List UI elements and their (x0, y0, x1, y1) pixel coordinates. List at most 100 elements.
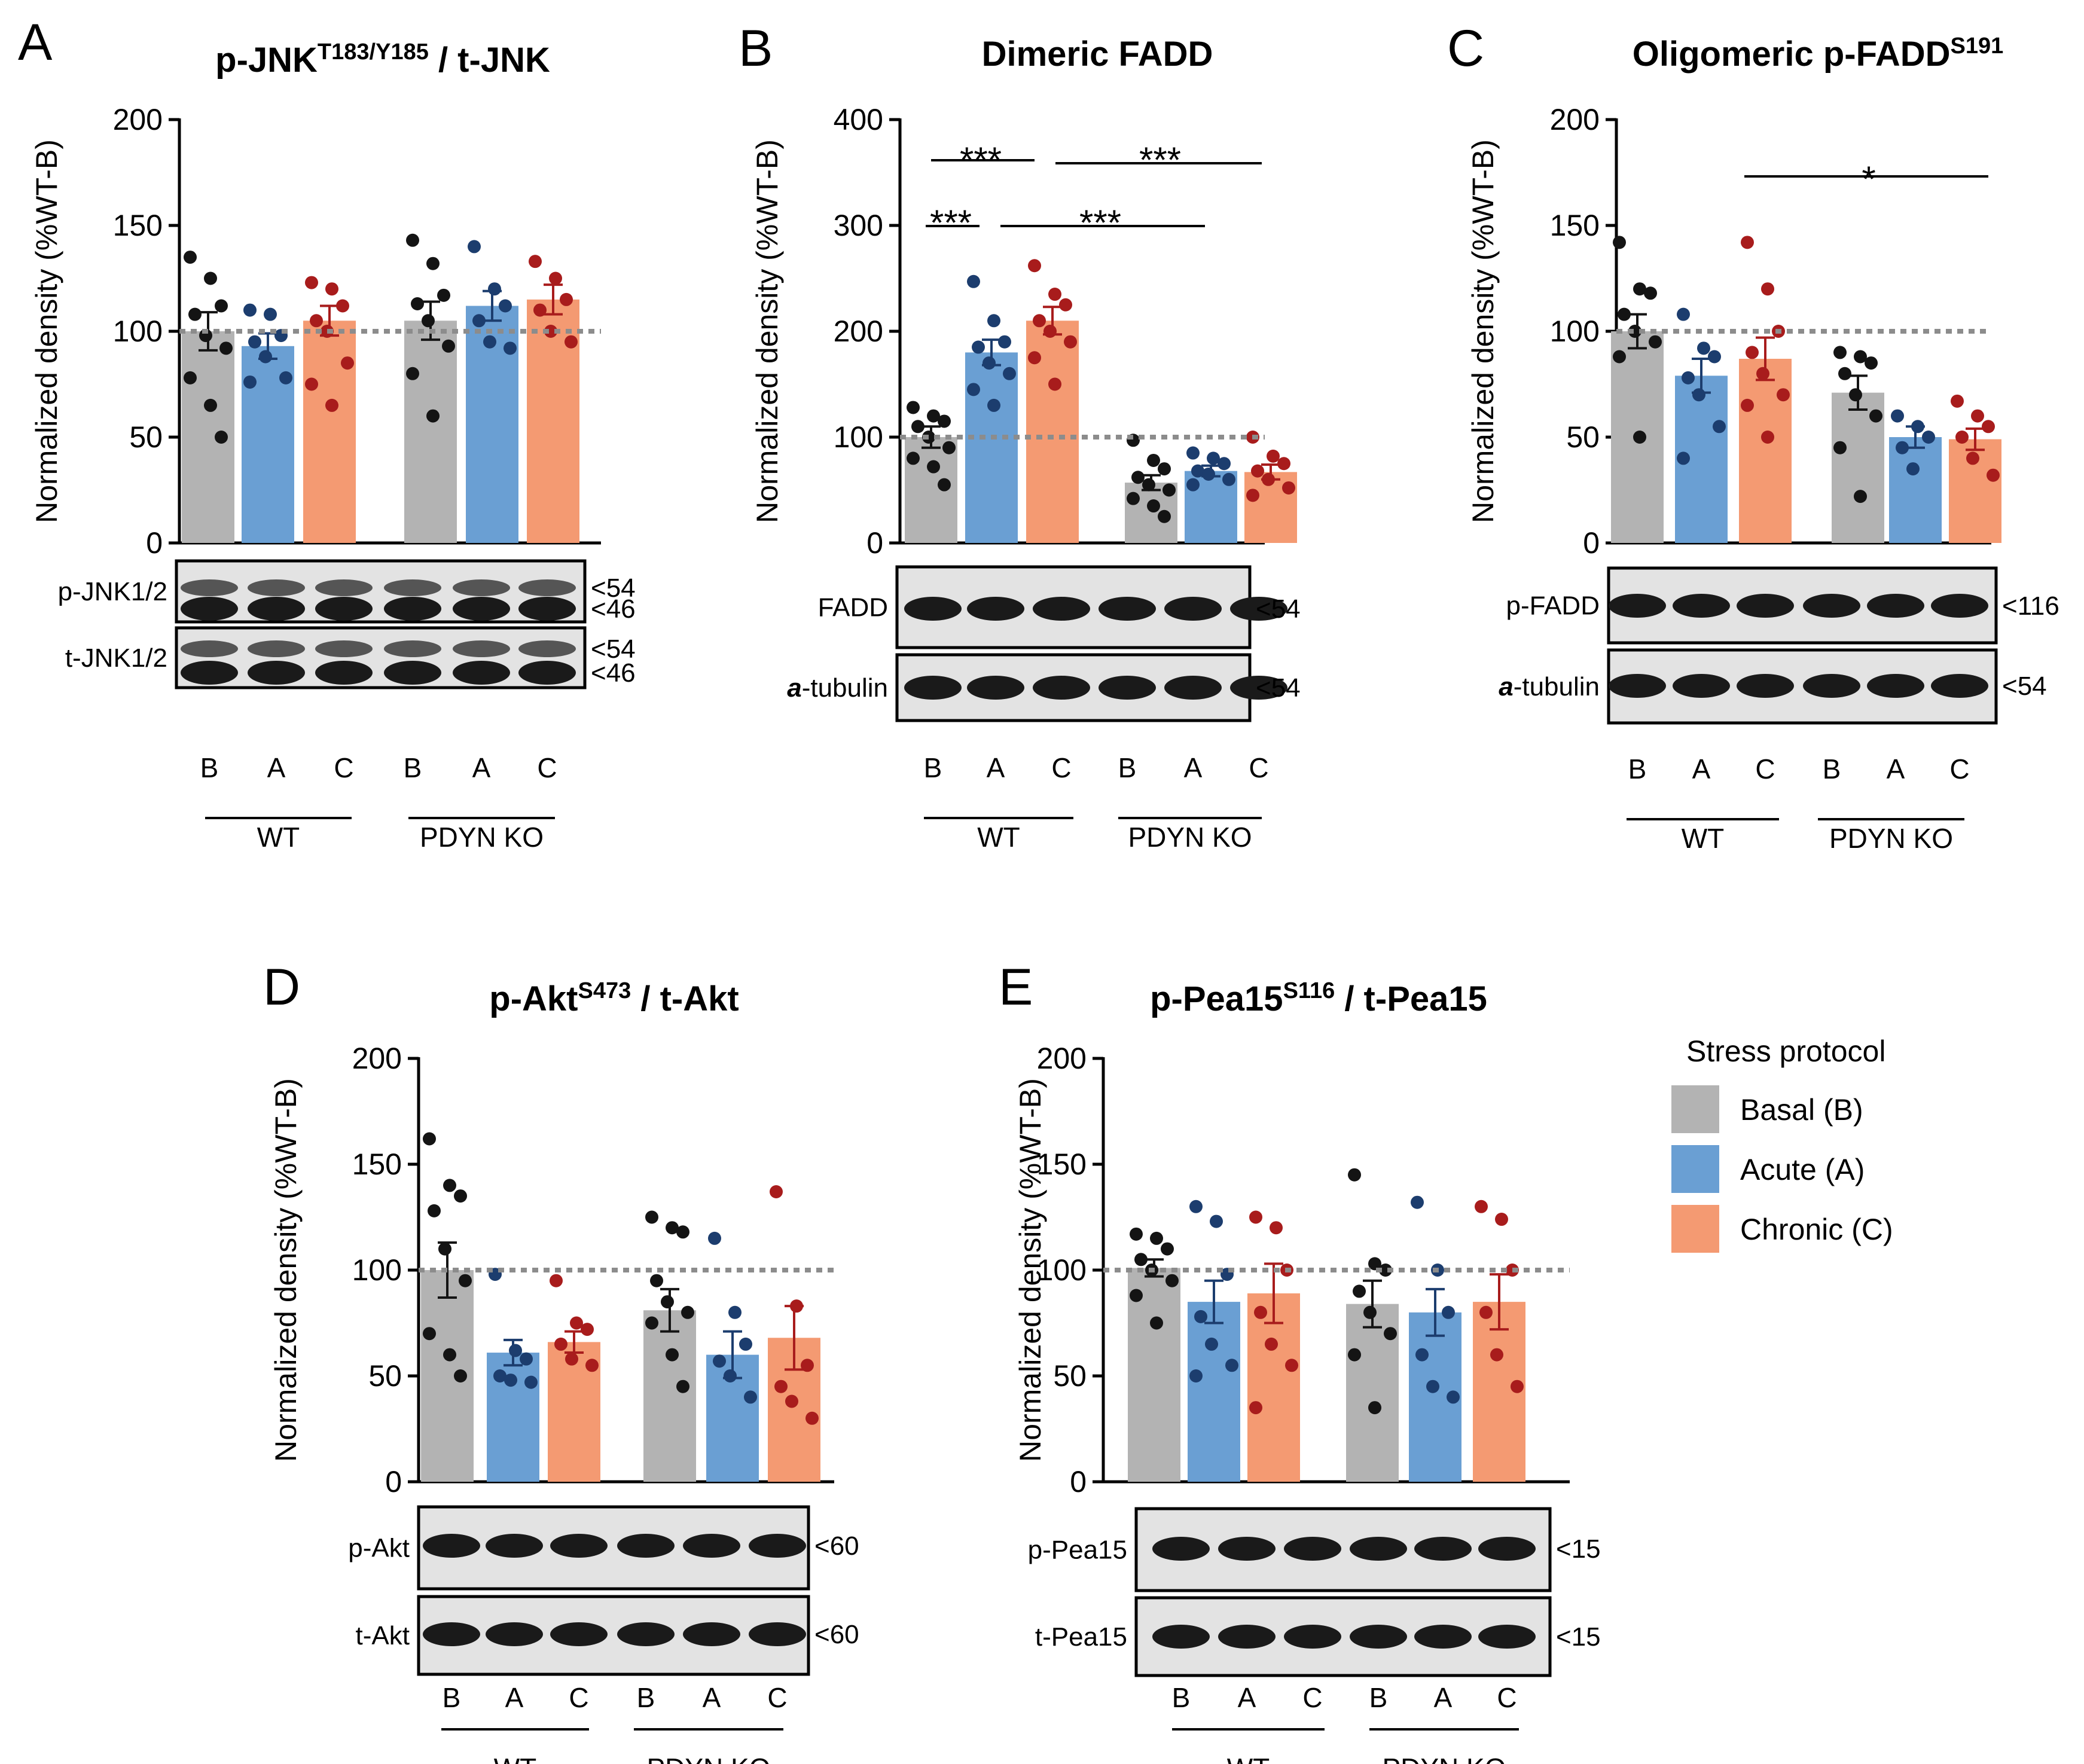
data-point (1218, 457, 1231, 471)
lane-label: A (1887, 753, 1905, 785)
data-point (1833, 441, 1847, 454)
title-main: Oligomeric p-FADD (1633, 35, 1951, 74)
blot-band (1673, 674, 1730, 698)
data-point (987, 314, 1000, 328)
blot-band (453, 579, 510, 596)
data-point (1282, 481, 1295, 495)
blot-label: p-Akt (348, 1534, 410, 1563)
data-point (336, 299, 349, 313)
blot-band (1164, 676, 1222, 700)
lane-label: C (1755, 753, 1775, 785)
data-point (1708, 350, 1721, 364)
data-point (728, 1305, 742, 1319)
blot-label-text: -tubulin (1514, 672, 1600, 701)
blot-band (315, 579, 373, 596)
blot-band (486, 1534, 543, 1558)
y-tick-label: 200 (834, 315, 883, 348)
mw-marker: <54 (1256, 673, 1301, 703)
data-point (805, 1411, 819, 1425)
panel-B: B Dimeric FADD Normalized density (%WT-B) 0… (739, 20, 1301, 853)
data-point (1384, 1327, 1397, 1341)
data-point (1277, 457, 1290, 471)
data-point (1761, 431, 1774, 444)
data-point (443, 1179, 456, 1192)
blot-band (1673, 594, 1730, 618)
mw-marker: <15 (1556, 1622, 1601, 1652)
data-point (1649, 335, 1662, 349)
data-point (248, 335, 261, 349)
blot-label-text: p-Akt (348, 1534, 410, 1563)
data-point (1150, 1316, 1163, 1330)
blot-label-text: FADD (818, 593, 888, 622)
blot-band (248, 640, 305, 657)
blot-band (384, 640, 441, 657)
blot-strip: p-Pea15 <15 (1028, 1507, 1601, 1592)
data-point (1922, 431, 1935, 444)
data-point (1028, 351, 1041, 365)
data-point (406, 233, 419, 247)
data-point (204, 398, 217, 412)
lane-label: C (1949, 753, 1969, 785)
data-point (550, 1274, 563, 1287)
blot-label: t-JNK1/2 (65, 643, 167, 673)
y-tick-label: 100 (1550, 315, 1600, 348)
data-point (1059, 298, 1072, 312)
mw-marker: <54 (2002, 672, 2047, 701)
data-point (1131, 471, 1145, 484)
data-point (504, 1374, 517, 1387)
data-point (468, 240, 481, 254)
blot-band (1099, 676, 1156, 700)
data-point (243, 375, 257, 389)
data-point (1618, 307, 1631, 321)
blot-strip: p-FADD <116 (1506, 566, 2059, 645)
data-point (1697, 341, 1710, 355)
blot-band (453, 640, 510, 657)
blot-band (181, 579, 238, 596)
blot-band (1350, 1625, 1407, 1649)
data-point (1955, 431, 1969, 444)
blot-label: FADD (818, 593, 888, 622)
y-tick-label: 150 (352, 1147, 402, 1181)
data-point (310, 314, 323, 328)
data-point (666, 1348, 679, 1362)
bar (1247, 1293, 1300, 1482)
blot-strip: a-tubulin <54 (1499, 648, 2047, 725)
lane-label: C (1249, 752, 1268, 783)
data-point (1777, 388, 1790, 402)
data-point (1906, 462, 1920, 476)
mw-marker: <54 (591, 634, 636, 664)
y-tick-label: 50 (368, 1359, 402, 1393)
blot-band (315, 640, 373, 657)
data-point (437, 288, 450, 302)
data-point (1262, 472, 1275, 486)
data-point (774, 1380, 788, 1393)
lane-label: B (924, 752, 942, 783)
data-point (982, 356, 996, 370)
blot-band (1867, 594, 1924, 618)
data-point (1966, 451, 1979, 465)
blot-band (384, 661, 441, 685)
blot-label: t-Pea15 (1035, 1622, 1127, 1652)
blot-label-italic: a (1499, 672, 1513, 701)
blot-label: p-JNK1/2 (58, 577, 167, 606)
data-point (1479, 1305, 1493, 1319)
panel-letter: E (999, 959, 1033, 1016)
group-label: PDYN KO (420, 822, 544, 853)
blot-band (181, 661, 238, 685)
data-point (676, 1380, 689, 1393)
data-point (724, 1369, 737, 1382)
data-point (1490, 1348, 1503, 1362)
panel-letter: A (18, 14, 53, 71)
data-point (1147, 453, 1160, 467)
significance-label: * (1862, 159, 1875, 199)
lane-label: A (1184, 752, 1203, 783)
data-point (1267, 449, 1280, 463)
blot-band (384, 597, 441, 621)
blot-label-text: p-JNK1/2 (58, 577, 167, 606)
data-point (1495, 1213, 1508, 1226)
data-point (1130, 1227, 1143, 1241)
data-point (565, 335, 578, 349)
title-rest: / t-Pea15 (1335, 979, 1487, 1018)
title-superscript: S191 (1950, 33, 2003, 59)
lane-label: B (200, 752, 219, 783)
